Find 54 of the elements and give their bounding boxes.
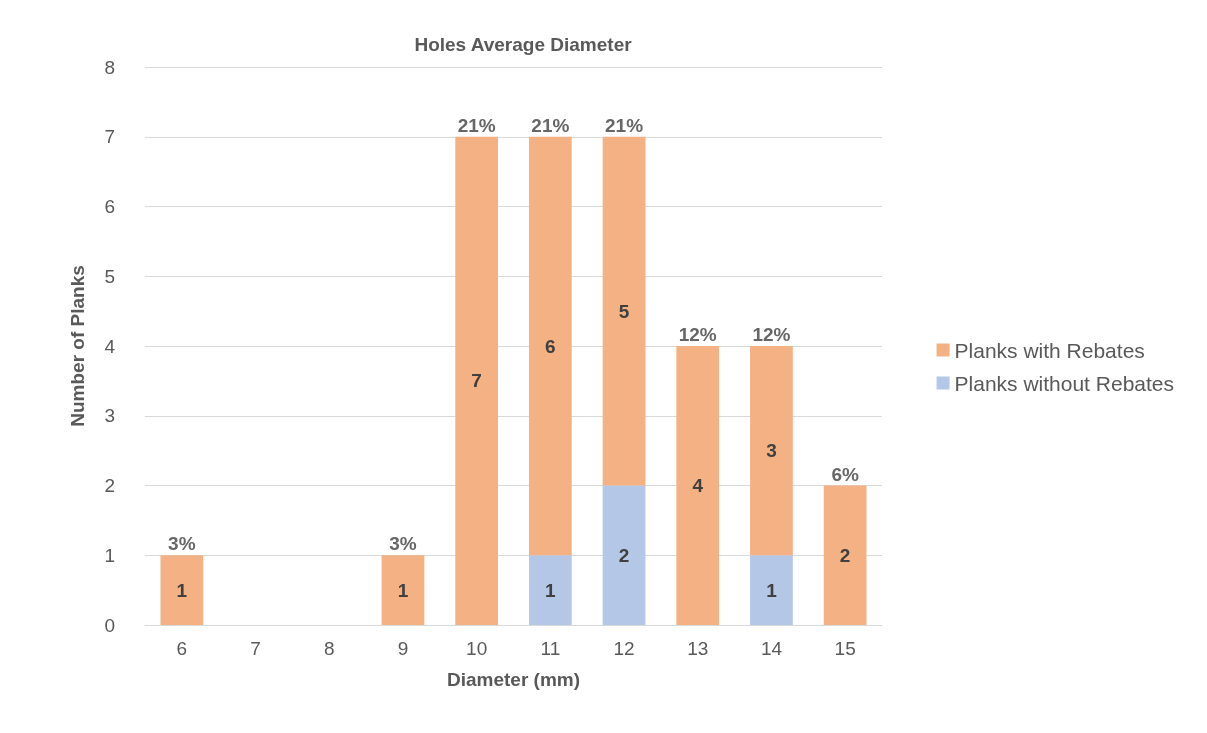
data-label: 1 (545, 579, 557, 601)
y-tick-label: 4 (104, 335, 116, 357)
x-tick-label: 13 (687, 638, 709, 659)
bar (823, 485, 867, 625)
bar (528, 136, 572, 556)
annotation: 12% (752, 324, 791, 345)
x-tick-label: 6 (176, 638, 188, 659)
x-tick-label: 15 (834, 638, 856, 659)
data-label: 1 (176, 579, 188, 601)
x-tick-label: 9 (397, 638, 409, 659)
y-tick-label: 1 (104, 544, 115, 566)
legend-label: Planks with Rebates (954, 338, 1145, 362)
annotation: 6% (831, 463, 859, 485)
data-label: 2 (618, 544, 630, 566)
annotation: 21% (457, 114, 496, 136)
annotation: 21% (605, 114, 644, 136)
x-tick-label: 10 (466, 638, 488, 659)
y-tick-label: 0 (104, 614, 115, 636)
legend-label: Planks without Rebates (954, 371, 1175, 395)
x-tick-label: 11 (540, 638, 561, 659)
y-axis-title: Number of Planks (67, 265, 88, 427)
annotation: 3% (389, 533, 417, 555)
annotation: 3% (168, 533, 196, 555)
y-tick-label: 6 (104, 196, 115, 217)
data-label: 3 (766, 440, 777, 462)
bar (602, 136, 646, 486)
data-label: 4 (692, 475, 704, 496)
y-tick-label: 7 (104, 126, 115, 148)
annotation: 12% (678, 324, 717, 345)
bar (381, 555, 425, 625)
data-label: 7 (471, 370, 482, 392)
bar (455, 136, 499, 625)
data-label: 2 (839, 544, 851, 566)
bar (750, 346, 793, 556)
y-tick-label: 2 (104, 475, 115, 496)
data-label: 5 (618, 300, 630, 322)
bar (676, 346, 720, 625)
x-tick-label: 14 (760, 638, 783, 659)
y-tick-label: 3 (104, 405, 115, 427)
y-tick-label: 5 (104, 265, 115, 287)
bar (750, 555, 793, 625)
x-tick-label: 8 (323, 638, 335, 659)
data-label: 6 (545, 335, 556, 357)
bar (602, 485, 646, 625)
data-label: 1 (397, 579, 409, 601)
bar (160, 555, 204, 625)
y-tick-label: 8 (104, 56, 115, 78)
chart-title: Holes Average Diameter (414, 34, 633, 55)
x-tick-label: 7 (250, 638, 261, 659)
bar (528, 555, 572, 625)
annotation: 21% (531, 114, 570, 136)
data-label: 1 (766, 579, 778, 601)
x-tick-label: 12 (613, 638, 635, 659)
x-axis-title: Diameter (mm) (446, 669, 581, 690)
